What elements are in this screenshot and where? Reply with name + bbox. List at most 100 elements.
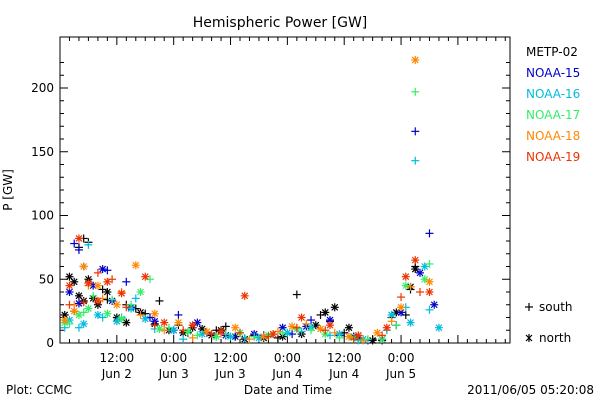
legend-item: NOAA-17 [526, 108, 580, 122]
legend-item: NOAA-16 [526, 87, 580, 101]
data-point-south [349, 335, 358, 344]
data-point-north [117, 289, 126, 298]
data-point-north [79, 319, 88, 328]
data-point-south [292, 290, 301, 299]
data-point-south [108, 295, 117, 304]
data-point-north [65, 272, 74, 281]
data-point-south [188, 333, 197, 342]
data-point-north [401, 272, 410, 281]
data-point-south [207, 330, 216, 339]
legend-item: NOAA-18 [526, 129, 580, 143]
data-point-north [269, 330, 278, 339]
marker-legend-label: north [539, 331, 571, 345]
x-tick-label: 12:00 [213, 351, 248, 365]
data-point-north [65, 281, 74, 290]
data-point-north [183, 327, 192, 336]
data-point-north [254, 333, 263, 342]
y-tick-label: 200 [31, 81, 54, 95]
data-point-south [193, 331, 202, 340]
data-point-north [70, 307, 79, 316]
data-point-south [359, 336, 368, 345]
data-point-north [103, 277, 112, 286]
x-tick-label: 0:00 [274, 351, 301, 365]
x-tick-label: 12:00 [327, 351, 362, 365]
data-point-south [150, 321, 159, 330]
data-point-south [164, 323, 173, 332]
chart-title: Hemispheric Power [GW] [193, 15, 368, 31]
data-point-north [103, 288, 112, 296]
data-point-north [74, 310, 83, 319]
legend: METP-02 NOAA-15 NOAA-16 NOAA-17 NOAA-18 NOAA-… [526, 45, 580, 164]
data-point-north [188, 321, 197, 330]
marker-legend: south north [525, 300, 573, 345]
data-point-north [411, 265, 420, 274]
data-point-north [344, 323, 353, 332]
data-point-north [93, 281, 102, 290]
data-point-north [131, 261, 140, 270]
y-tick-label: 0 [46, 336, 54, 350]
data-point-north [141, 272, 150, 281]
data-point-north [411, 256, 420, 265]
data-point-north [70, 277, 79, 286]
data-point-north [217, 327, 226, 336]
data-point-north [160, 318, 169, 327]
data-point-north [382, 323, 391, 332]
legend-item: NOAA-19 [526, 150, 580, 164]
data-point-south [330, 328, 339, 337]
data-point-south [245, 335, 254, 344]
data-point-south [321, 326, 330, 335]
data-point-north [84, 279, 93, 288]
data-point-south [179, 326, 188, 335]
y-tick-label: 100 [31, 209, 54, 223]
data-point-south [363, 335, 372, 344]
data-point-north [141, 314, 150, 323]
legend-item: NOAA-15 [526, 66, 580, 80]
data-point-south [278, 328, 287, 337]
data-point-south [179, 335, 188, 344]
data-point-north [397, 303, 406, 312]
data-point-north [74, 234, 83, 243]
x-tick-label: Jun 4 [271, 367, 302, 381]
data-point-south [307, 326, 316, 335]
data-point-north [354, 331, 363, 340]
data-point-north [406, 318, 415, 327]
y-axis: 0 50 100 150 200 [31, 62, 510, 350]
data-point-south [155, 296, 164, 305]
x-tick-label: Jun 2 [101, 367, 132, 381]
y-tick-label: 50 [39, 272, 54, 286]
x-axis-label: Date and Time [244, 383, 332, 397]
data-point-south [131, 294, 140, 303]
data-point-south [307, 316, 316, 325]
data-point-north [84, 304, 93, 313]
x-axis: 12:00 Jun 2 0:00 Jun 3 12:00 Jun 3 0:00 Jun 4 12… [59, 37, 506, 381]
data-point-north [60, 316, 69, 325]
x-tick-label: 0:00 [160, 351, 187, 365]
data-point-north [430, 300, 439, 309]
data-point-south [160, 326, 169, 335]
data-point-south [122, 277, 131, 286]
data-point-north [316, 324, 325, 333]
data-point-north [330, 303, 339, 312]
data-point-north [122, 318, 131, 327]
data-point-south [174, 310, 183, 319]
data-point-south [302, 319, 311, 328]
plot-frame [59, 36, 511, 344]
data-point-north [411, 55, 420, 64]
data-point-north [425, 277, 434, 286]
data-point-north [401, 281, 410, 290]
data-point-south [70, 239, 79, 248]
data-point-south [93, 268, 102, 277]
data-point-south [127, 300, 136, 309]
data-point-north [155, 324, 164, 333]
data-point-south [425, 259, 434, 268]
data-point-south [411, 87, 420, 96]
y-axis-label: P [GW] [1, 169, 15, 211]
data-point-south [240, 333, 249, 342]
x-tick-label: Jun 4 [328, 367, 359, 381]
data-point-south [425, 305, 434, 314]
y-tick-label: 150 [31, 145, 54, 159]
x-tick-label: Jun 5 [385, 367, 416, 381]
data-point-south [74, 323, 83, 332]
x-tick-label: Jun 3 [214, 367, 245, 381]
